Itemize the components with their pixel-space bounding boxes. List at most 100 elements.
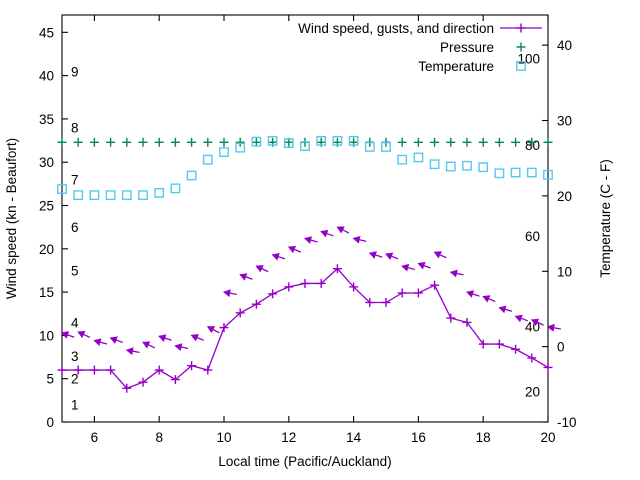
pressure-scale-label: 20 (525, 385, 540, 400)
temperature-point (526, 167, 537, 178)
temperature-point (154, 187, 165, 198)
wind-direction-arrow-head (417, 261, 426, 270)
y-axis-title: Wind speed (kn - Beaufort) (4, 138, 19, 299)
temperature-point (381, 141, 391, 152)
temperature-point (170, 183, 181, 194)
y-tick-label: 35 (39, 112, 54, 127)
wind-direction-arrow-head (206, 326, 216, 334)
legend-label-0: Wind speed, gusts, and direction (298, 21, 494, 36)
beaufort-label: 4 (71, 315, 79, 330)
legend-label-1: Pressure (440, 40, 494, 55)
temperature-point (202, 154, 213, 165)
wind-direction-arrow-head (287, 245, 297, 254)
temperature-point (105, 190, 116, 201)
temperature-point (186, 170, 197, 181)
y2-tick-label: -10 (557, 415, 577, 430)
plot-frame (61, 14, 549, 423)
wind-direction-arrow-head (449, 269, 458, 278)
legend-marker-2 (516, 61, 526, 71)
wind-direction-arrow-head (514, 314, 523, 323)
x-axis-title: Local time (Pacific/Auckland) (218, 454, 391, 469)
wind-direction-arrow-head (239, 273, 248, 281)
x-tick-label: 16 (411, 430, 426, 445)
wind-direction-arrow-head (352, 235, 361, 244)
y2-tick-label: 20 (557, 189, 572, 204)
wind-direction-arrow-head (385, 252, 394, 260)
y-tick-label: 5 (46, 372, 54, 387)
beaufort-label: 9 (71, 64, 79, 79)
x-tick-label: 20 (540, 430, 555, 445)
wind-direction-arrow-head (109, 336, 118, 344)
temperature-point (510, 167, 521, 178)
wind-direction-arrow-head (368, 251, 377, 259)
y-tick-label: 15 (39, 285, 54, 300)
y2-tick-label: 40 (557, 38, 572, 53)
beaufort-label: 8 (71, 121, 79, 136)
y-tick-label: 10 (39, 328, 54, 343)
wind-direction-arrow-head (303, 236, 313, 244)
wind-direction-arrow-head (482, 295, 491, 303)
beaufort-label: 6 (71, 220, 79, 235)
y2-tick-label: 0 (557, 340, 565, 355)
temperature-point (364, 141, 375, 152)
x-tick-label: 12 (281, 430, 296, 445)
wind-direction-arrow-head (158, 334, 167, 342)
temperature-point (219, 147, 229, 158)
x-tick-label: 6 (91, 430, 99, 445)
y-tick-label: 30 (39, 155, 54, 170)
wind-direction-arrow-head (320, 229, 329, 238)
wind-direction-arrow-head (546, 323, 555, 332)
pressure-scale-label: 60 (525, 229, 540, 244)
temperature-point (251, 136, 262, 147)
wind-direction-arrow-head (271, 253, 280, 261)
x-tick-label: 14 (346, 430, 362, 445)
wind-direction-arrow-head (336, 226, 345, 234)
y2-tick-label: 30 (557, 114, 572, 129)
wind-direction-arrow-head (466, 290, 475, 298)
temperature-point (267, 135, 278, 146)
wind-direction-arrow-head (142, 341, 151, 349)
temperature-point (73, 190, 84, 201)
temperature-point (494, 168, 505, 179)
temperature-point (138, 190, 148, 201)
temperature-point (316, 135, 327, 146)
temperature-point (89, 190, 100, 201)
temperature-point (332, 135, 343, 146)
temperature-point (348, 135, 359, 146)
x-tick-label: 8 (155, 430, 163, 445)
wind-direction-arrow-head (498, 305, 507, 314)
temperature-point (235, 142, 246, 153)
temperature-point (429, 159, 440, 170)
wind-direction-arrow-head (174, 343, 183, 351)
beaufort-label: 7 (71, 173, 79, 188)
legend-label-2: Temperature (418, 59, 494, 74)
beaufort-label: 3 (71, 349, 79, 364)
beaufort-label: 2 (71, 372, 79, 387)
temperature-point (445, 161, 456, 172)
wind-direction-arrow-head (401, 263, 410, 272)
temperature-point (543, 169, 553, 180)
y-tick-label: 45 (39, 25, 54, 40)
x-tick-label: 18 (476, 430, 491, 445)
wind-direction-arrow-head (125, 347, 134, 356)
y-tick-label: 25 (39, 199, 54, 214)
y-tick-label: 20 (39, 242, 54, 257)
temperature-point (121, 190, 132, 201)
x-tick-label: 10 (216, 430, 231, 445)
temperature-point (283, 138, 294, 149)
temperature-point (478, 162, 489, 173)
wind-direction-arrow-head (530, 318, 540, 326)
y2-tick-label: 10 (557, 264, 572, 279)
wind-direction-arrow-head (61, 331, 70, 339)
wind-direction-arrow-head (433, 251, 442, 259)
y2-axis-title: Temperature (C - F) (598, 159, 613, 278)
wind-direction-arrow-head (190, 334, 199, 342)
pressure-scale-label: 100 (517, 51, 540, 66)
y-tick-label: 0 (46, 415, 54, 430)
beaufort-label: 1 (71, 398, 79, 413)
temperature-point (413, 152, 424, 163)
wind-direction-arrow-head (77, 330, 86, 339)
temperature-point (300, 141, 310, 152)
